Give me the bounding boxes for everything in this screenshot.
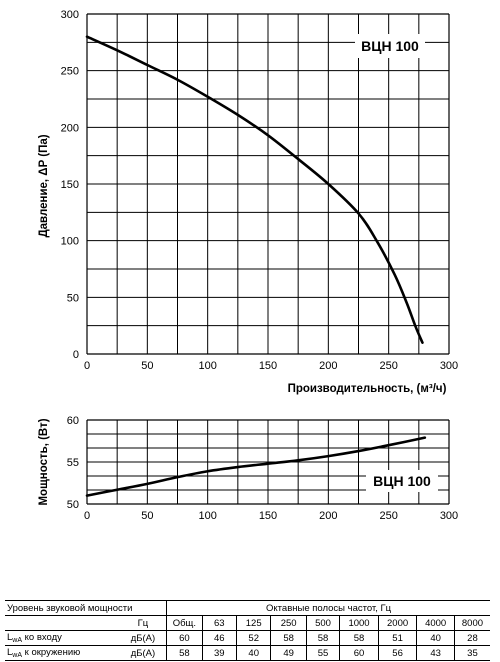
row-unit: дБ(A) bbox=[119, 630, 167, 646]
unit-hz: Гц bbox=[119, 615, 167, 631]
y-tick-label: 50 bbox=[67, 499, 79, 511]
y-axis-title: Давление, ΔP (Па) bbox=[38, 134, 50, 237]
y-axis-title: Мощность, (Вт) bbox=[38, 418, 50, 505]
table-cell: 58 bbox=[270, 630, 307, 646]
col-header: 63 bbox=[201, 615, 237, 631]
sound-table-title: Уровень звуковой мощности bbox=[5, 600, 167, 616]
x-axis-title: Производительность, (м³/ч) bbox=[288, 383, 447, 395]
x-tick-label: 0 bbox=[84, 510, 90, 522]
table-header-row: Уровень звуковой мощности Октавные полос… bbox=[5, 600, 490, 616]
table-cell: 60 bbox=[339, 645, 379, 661]
table-cell: 49 bbox=[270, 645, 307, 661]
model-label: ВЦН 100 bbox=[373, 473, 431, 489]
table-cell: 60 bbox=[166, 630, 203, 646]
table-cell: 51 bbox=[377, 630, 417, 646]
row-unit: дБ(A) bbox=[119, 645, 167, 661]
table-freq-row: Гц Общ. 63 125 250 500 1000 2000 4000 80… bbox=[5, 615, 490, 631]
table-cell: 58 bbox=[339, 630, 379, 646]
y-tick-label: 55 bbox=[67, 457, 79, 469]
x-tick-label: 100 bbox=[198, 510, 216, 522]
col-header: 8000 bbox=[453, 615, 490, 631]
x-tick-label: 250 bbox=[379, 510, 397, 522]
x-tick-label: 200 bbox=[319, 510, 337, 522]
model-label: ВЦН 100 bbox=[361, 38, 419, 54]
x-tick-label: 50 bbox=[141, 510, 153, 522]
table-cell: 43 bbox=[416, 645, 455, 661]
x-tick-label: 200 bbox=[319, 360, 337, 372]
x-tick-label: 300 bbox=[440, 510, 458, 522]
model-label-bg bbox=[355, 34, 425, 58]
x-tick-label: 150 bbox=[259, 360, 277, 372]
table-cell: 39 bbox=[201, 645, 237, 661]
table-cell: 46 bbox=[201, 630, 237, 646]
col-header: 250 bbox=[270, 615, 307, 631]
y-tick-label: 300 bbox=[61, 9, 79, 21]
series-line bbox=[85, 436, 427, 497]
table-row: LwA ко входу дБ(A) 60 46 52 58 58 58 51 … bbox=[5, 630, 490, 646]
table-cell: 58 bbox=[166, 645, 203, 661]
charts-canvas: 0 50 100 150 200 250 300 0 50 100 150 200 250 300 ВЦН … bbox=[38, 9, 458, 522]
sound-power-table: Уровень звуковой мощности Октавные полос… bbox=[5, 600, 490, 661]
octave-header: Октавные полосы частот, Гц bbox=[166, 600, 490, 616]
col-header: 500 bbox=[305, 615, 340, 631]
table-cell: 28 bbox=[453, 630, 490, 646]
y-tick-label: 200 bbox=[61, 122, 79, 134]
pressure-chart: 0 50 100 150 200 250 300 0 50 100 150 200 250 300 ВЦН … bbox=[38, 9, 458, 395]
x-tick-label: 250 bbox=[379, 360, 397, 372]
y-tick-label: 150 bbox=[61, 179, 79, 191]
table-cell: 52 bbox=[235, 630, 271, 646]
table-cell: 40 bbox=[235, 645, 271, 661]
series-line bbox=[85, 35, 424, 344]
x-tick-label: 0 bbox=[84, 360, 90, 372]
table-cell: 35 bbox=[453, 645, 490, 661]
x-tick-label: 100 bbox=[198, 360, 216, 372]
col-header: 1000 bbox=[339, 615, 379, 631]
y-tick-label: 50 bbox=[67, 292, 79, 304]
col-header: 4000 bbox=[416, 615, 455, 631]
table-row: LwA к окружению дБ(A) 58 39 40 49 55 60 … bbox=[5, 645, 490, 661]
y-tick-label: 0 bbox=[73, 349, 79, 361]
x-tick-label: 150 bbox=[259, 510, 277, 522]
col-header: 2000 bbox=[377, 615, 417, 631]
power-chart: 0 50 100 150 200 250 300 50 55 60 ВЦН 100 Мощность,… bbox=[38, 415, 458, 522]
y-tick-label: 250 bbox=[61, 66, 79, 78]
model-label-bg bbox=[366, 470, 438, 492]
table-cell: 55 bbox=[305, 645, 340, 661]
table-cell: 40 bbox=[416, 630, 455, 646]
y-tick-label: 60 bbox=[67, 415, 79, 427]
table-cell: 56 bbox=[377, 645, 417, 661]
col-header: 125 bbox=[235, 615, 271, 631]
row-label: LwA к окружению bbox=[5, 645, 120, 661]
y-tick-label: 100 bbox=[61, 236, 79, 248]
col-header: Общ. bbox=[166, 615, 203, 631]
table-cell: 58 bbox=[305, 630, 340, 646]
x-tick-label: 300 bbox=[440, 360, 458, 372]
row-label: LwA ко входу bbox=[5, 630, 120, 646]
x-tick-label: 50 bbox=[141, 360, 153, 372]
